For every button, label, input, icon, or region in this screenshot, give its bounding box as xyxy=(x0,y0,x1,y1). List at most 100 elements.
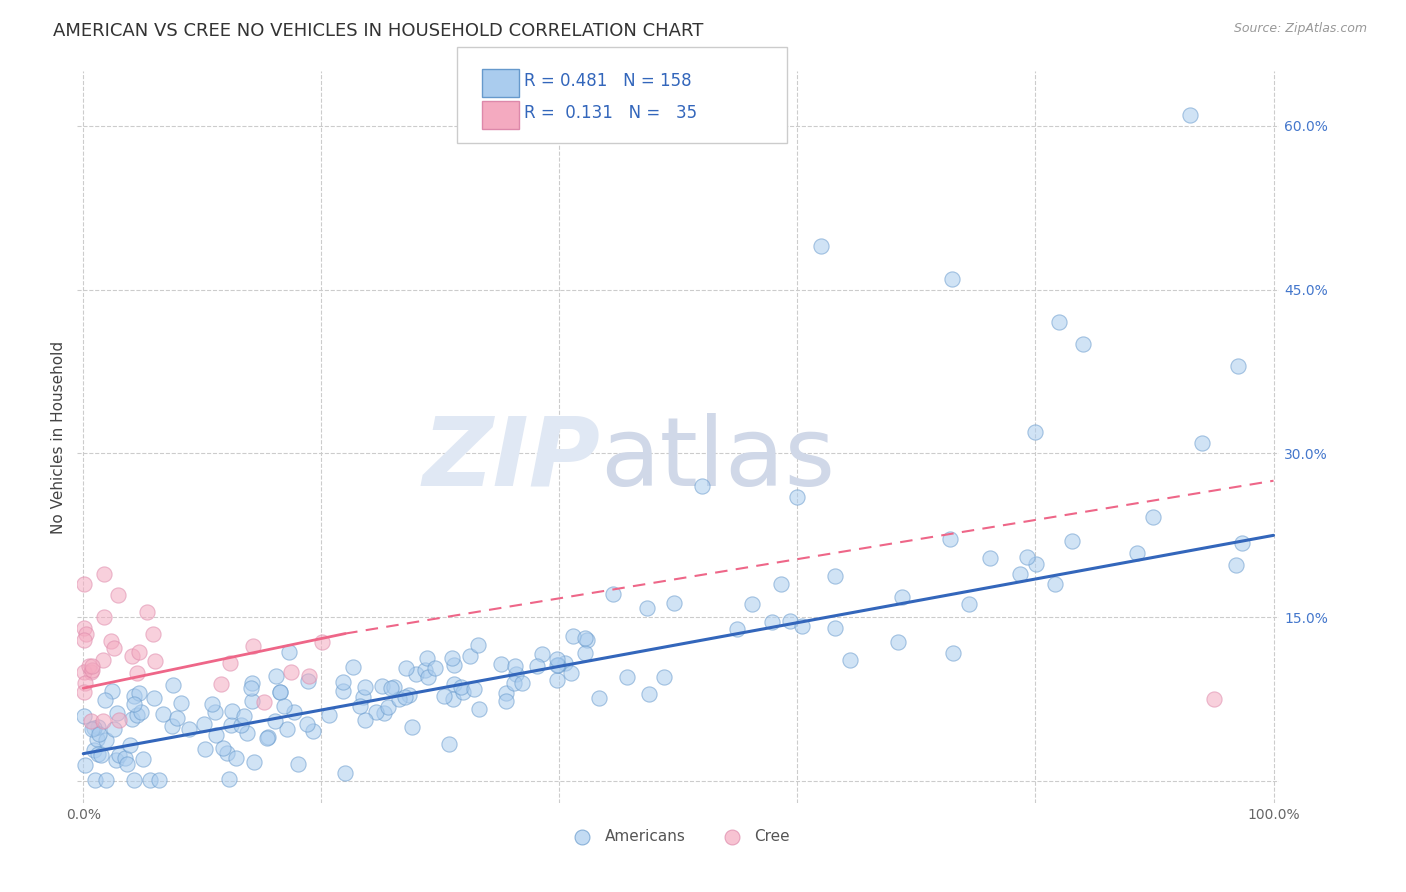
Point xyxy=(122,689,145,703)
Point xyxy=(221,704,243,718)
Point xyxy=(129,705,152,719)
Point xyxy=(276,722,298,736)
Point xyxy=(354,680,377,694)
Point xyxy=(503,676,526,690)
Point xyxy=(786,490,808,504)
Point xyxy=(240,681,263,695)
Point xyxy=(450,680,472,694)
Y-axis label: No Vehicles in Household: No Vehicles in Household xyxy=(51,341,66,533)
Point xyxy=(121,712,143,726)
Point xyxy=(73,676,96,690)
Point xyxy=(142,627,165,641)
Point xyxy=(240,694,263,708)
Point xyxy=(311,635,333,649)
Point xyxy=(152,707,174,722)
Point xyxy=(574,646,596,660)
Point xyxy=(939,532,962,546)
Point xyxy=(546,658,568,673)
Point xyxy=(1043,576,1066,591)
Point xyxy=(107,588,129,602)
Point xyxy=(194,741,217,756)
Point xyxy=(560,665,582,680)
Point xyxy=(118,738,141,752)
Point xyxy=(132,752,155,766)
Point xyxy=(546,652,568,666)
Point xyxy=(1047,315,1070,329)
Point xyxy=(495,686,517,700)
Point xyxy=(278,645,301,659)
Text: Source: ZipAtlas.com: Source: ZipAtlas.com xyxy=(1233,22,1367,36)
Point xyxy=(761,615,783,629)
Point xyxy=(75,627,97,641)
Point xyxy=(413,663,436,677)
Point xyxy=(83,772,105,787)
Point xyxy=(349,698,371,713)
Point xyxy=(93,566,115,581)
Point xyxy=(93,693,115,707)
Point xyxy=(405,667,427,681)
Point xyxy=(211,740,233,755)
Point xyxy=(371,680,394,694)
Point xyxy=(138,772,160,787)
Point xyxy=(1232,535,1254,549)
Point xyxy=(136,605,159,619)
Point xyxy=(160,719,183,733)
Point xyxy=(333,765,356,780)
Point xyxy=(103,722,125,736)
Point xyxy=(283,705,305,719)
Text: R = 0.481   N = 158: R = 0.481 N = 158 xyxy=(524,72,692,90)
Point xyxy=(148,772,170,787)
Point xyxy=(394,690,416,704)
Point xyxy=(115,757,138,772)
Point xyxy=(574,631,596,645)
Point xyxy=(83,721,105,735)
Point xyxy=(364,705,387,719)
Point xyxy=(824,569,846,583)
Point xyxy=(77,658,100,673)
Point xyxy=(87,747,110,761)
Point xyxy=(1015,549,1038,564)
Point xyxy=(352,690,374,704)
Point xyxy=(80,663,103,677)
Point xyxy=(1071,337,1094,351)
Point xyxy=(652,670,675,684)
Point xyxy=(770,577,793,591)
Point xyxy=(100,633,122,648)
Point xyxy=(332,675,354,690)
Point xyxy=(332,684,354,698)
Point xyxy=(236,726,259,740)
Point xyxy=(107,713,129,727)
Point xyxy=(443,677,465,691)
Point xyxy=(80,665,103,679)
Point xyxy=(204,705,226,719)
Point xyxy=(166,711,188,725)
Point xyxy=(83,743,105,757)
Point xyxy=(741,597,763,611)
Point xyxy=(86,732,108,747)
Point xyxy=(209,677,232,691)
Point xyxy=(73,621,96,635)
Point xyxy=(219,718,242,732)
Point xyxy=(423,661,446,675)
Point xyxy=(273,698,295,713)
Point xyxy=(636,601,658,615)
Point xyxy=(395,661,418,675)
Point xyxy=(342,660,364,674)
Point xyxy=(510,675,533,690)
Point xyxy=(1225,558,1247,572)
Text: AMERICAN VS CREE NO VEHICLES IN HOUSEHOLD CORRELATION CHART: AMERICAN VS CREE NO VEHICLES IN HOUSEHOL… xyxy=(53,22,704,40)
Point xyxy=(547,657,569,672)
Point xyxy=(242,639,264,653)
Point xyxy=(256,731,278,746)
Point xyxy=(201,697,224,711)
Point xyxy=(124,772,146,787)
Point xyxy=(810,239,832,253)
Point xyxy=(108,747,131,762)
Point xyxy=(887,634,910,648)
Point xyxy=(204,728,226,742)
Point xyxy=(382,680,405,694)
Point xyxy=(219,657,242,671)
Point xyxy=(941,272,963,286)
Point xyxy=(295,717,318,731)
Point xyxy=(979,551,1001,566)
